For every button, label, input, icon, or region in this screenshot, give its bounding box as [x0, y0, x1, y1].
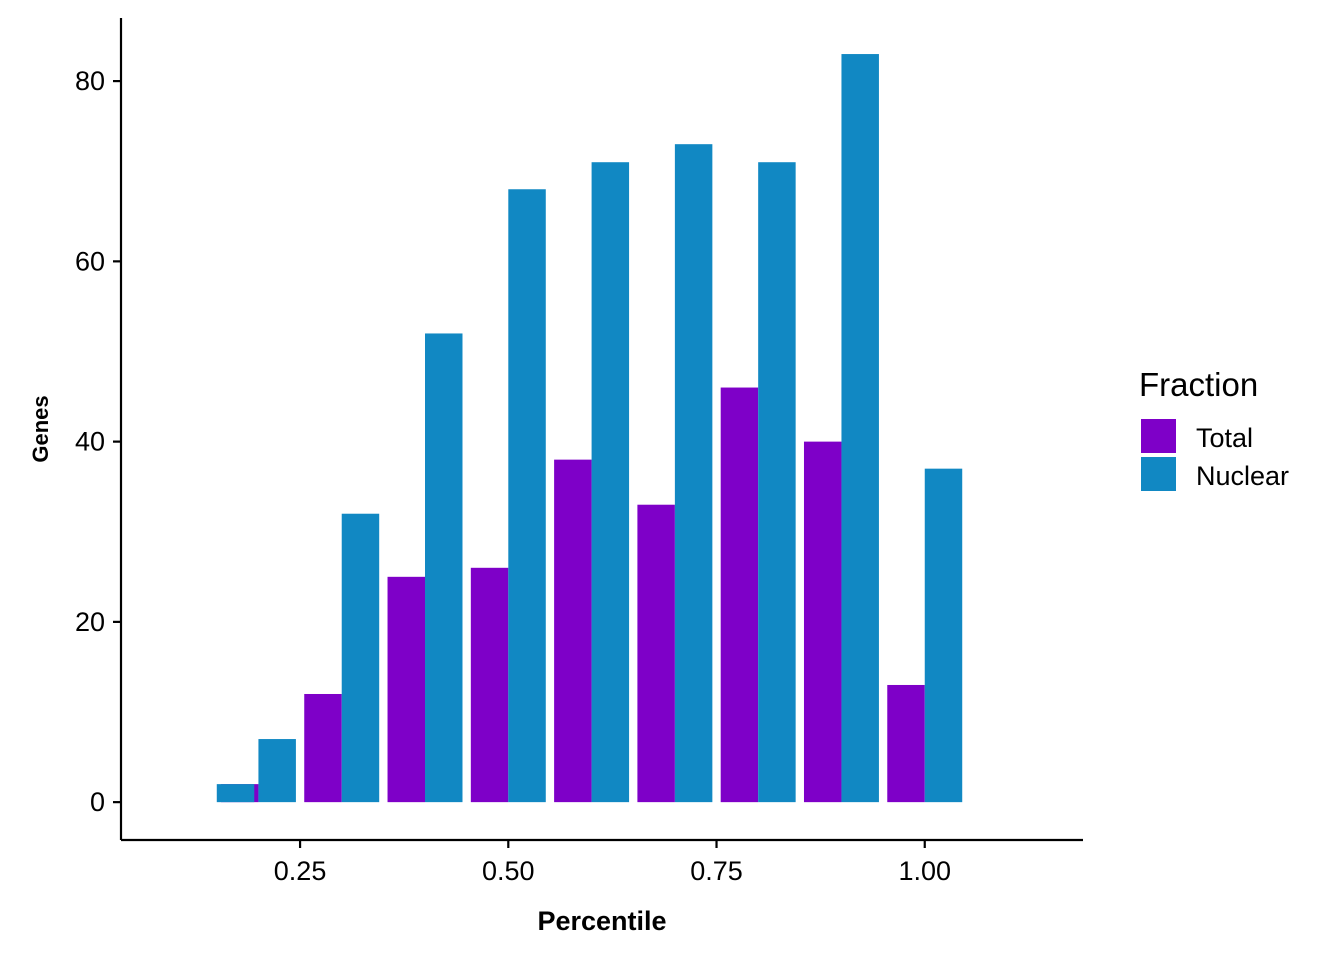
x-tick-label: 1.00	[898, 856, 951, 886]
y-tick-label: 0	[90, 787, 105, 817]
x-tick-label: 0.50	[482, 856, 535, 886]
bar-nuclear-8	[841, 54, 879, 803]
legend-label-total: Total	[1196, 423, 1253, 453]
x-axis-title: Percentile	[537, 906, 666, 936]
legend-key-nuclear	[1141, 457, 1176, 491]
bar-nuclear-9	[924, 468, 963, 803]
bar-nuclear-6	[674, 144, 713, 803]
legend-label-nuclear: Nuclear	[1196, 461, 1289, 491]
bar-total-4	[470, 567, 509, 803]
bar-nuclear-3	[425, 333, 463, 803]
legend-items: Total Nuclear	[1141, 419, 1289, 491]
x-tick-label: 0.75	[690, 856, 743, 886]
x-axis-ticks: 0.25 0.50 0.75 1.00	[274, 840, 951, 886]
bar-nuclear-4	[508, 189, 546, 803]
legend: Fraction Total Nuclear	[1139, 366, 1289, 491]
bar-total-9	[887, 684, 925, 803]
y-axis-title: Genes	[28, 395, 53, 462]
bar-nuclear-5	[591, 162, 630, 803]
bar-nuclear-7	[758, 162, 796, 803]
y-tick-label: 60	[75, 246, 105, 276]
bar-total-6	[637, 504, 675, 803]
bar-total-8	[803, 441, 842, 803]
bar-total-3	[387, 576, 426, 803]
bar-nuclear-1	[258, 739, 296, 803]
bar-nuclear-2	[341, 513, 380, 803]
bars-layer	[216, 54, 963, 803]
bar-nuclear-0	[216, 784, 255, 803]
y-tick-label: 20	[75, 607, 105, 637]
bar-total-2	[304, 693, 342, 803]
y-tick-label: 40	[75, 427, 105, 457]
y-tick-label: 80	[75, 66, 105, 96]
x-tick-label: 0.25	[274, 856, 327, 886]
bar-total-5	[554, 459, 592, 803]
legend-key-total	[1141, 419, 1176, 453]
legend-title: Fraction	[1139, 366, 1258, 403]
y-axis-ticks: 0 20 40 60 80	[75, 66, 121, 817]
bar-total-7	[720, 387, 759, 803]
